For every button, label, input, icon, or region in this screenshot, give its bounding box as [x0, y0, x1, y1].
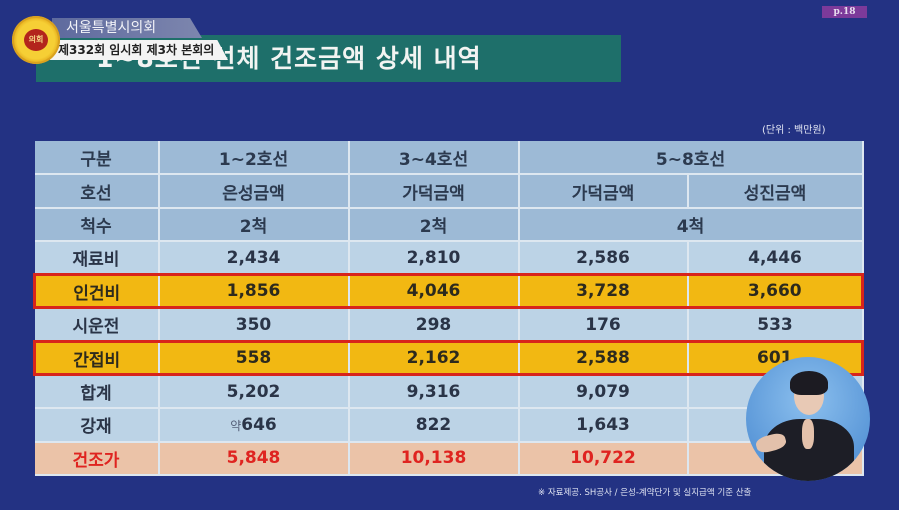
value-cell: 1,856	[158, 273, 350, 310]
broadcast-overlay: 서울특별시의회 제332회 임시회 제3차 본회의 의회	[12, 14, 272, 66]
value-cell: 1,643	[518, 408, 689, 443]
group-header: 3~4호선	[348, 141, 520, 176]
value-cell: 10,722	[518, 441, 689, 476]
row-label: 강재	[34, 408, 160, 443]
table-row: 강재 약646 822 1,643	[34, 408, 864, 443]
value-cell: 5,848	[158, 441, 350, 476]
value-cell: 4,046	[348, 273, 520, 310]
header-row-count: 척수 2척 2척 4척	[34, 207, 864, 243]
council-emblem-icon: 의회	[12, 16, 60, 64]
row-label: 재료비	[34, 241, 160, 276]
interpreter-hair	[790, 371, 828, 395]
group-header: 1~2호선	[158, 141, 350, 176]
table-row: 합계 5,202 9,316 9,079 9	[34, 374, 864, 410]
value-cell: 3,660	[687, 273, 864, 310]
value-cell: 2,588	[518, 339, 689, 377]
sign-language-interpreter-overlay	[746, 357, 870, 481]
value-cell: 2,162	[348, 339, 520, 377]
table-row: 재료비 2,434 2,810 2,586 4,446	[34, 241, 864, 276]
value-cell: 298	[348, 307, 520, 343]
table-row-highlighted: 간접비 558 2,162 2,588 601	[33, 339, 864, 377]
header-label: 척수	[34, 207, 160, 243]
table-row-total: 건조가 5,848 10,138 10,722 9	[34, 441, 864, 476]
value-cell: 822	[348, 408, 520, 443]
value-cell: 2,810	[348, 241, 520, 276]
col-header: 가덕금액	[518, 174, 689, 209]
value-cell: 5,202	[158, 374, 350, 410]
value-cell: 533	[687, 307, 864, 343]
interpreter-hand	[802, 419, 814, 449]
value-cell: 약646	[158, 408, 350, 443]
count-cell: 4척	[518, 207, 864, 243]
col-header: 성진금액	[687, 174, 864, 209]
value-cell: 9,316	[348, 374, 520, 410]
org-name: 서울특별시의회	[52, 18, 202, 38]
row-label: 간접비	[33, 339, 160, 377]
title-text: 선체 건조금액 상세 내역	[212, 44, 482, 73]
col-header: 은성금액	[158, 174, 350, 209]
session-name: 제332회 임시회 제3차 본회의	[50, 40, 228, 60]
cost-table: 구분 1~2호선 3~4호선 5~8호선 호선 은성금액 가덕금액 가덕금액 성…	[33, 141, 864, 476]
value-cell: 3,728	[518, 273, 689, 310]
value-text: 646	[241, 414, 277, 435]
row-label: 인건비	[33, 273, 160, 310]
row-label: 시운전	[34, 307, 160, 343]
value-cell: 558	[158, 339, 350, 377]
count-cell: 2척	[158, 207, 350, 243]
row-label: 건조가	[34, 441, 160, 476]
value-cell: 176	[518, 307, 689, 343]
header-label: 호선	[34, 174, 160, 209]
unit-label: (단위 : 백만원)	[762, 125, 826, 136]
header-label: 구분	[34, 141, 160, 176]
header-row-ship: 호선 은성금액 가덕금액 가덕금액 성진금액	[34, 174, 864, 209]
col-header: 가덕금액	[348, 174, 520, 209]
table-row-highlighted: 인건비 1,856 4,046 3,728 3,660	[33, 273, 864, 310]
group-header: 5~8호선	[518, 141, 864, 176]
table-row: 시운전 350 298 176 533	[34, 307, 864, 343]
emblem-label: 의회	[24, 29, 48, 51]
value-cell: 350	[158, 307, 350, 343]
page-number: p.18	[822, 6, 867, 18]
approx-prefix: 약	[230, 418, 242, 433]
source-footnote: ※ 자료제공. SH공사 / 은성-계약단가 및 실지급액 기준 산출	[538, 488, 752, 498]
value-cell: 2,586	[518, 241, 689, 276]
row-label: 합계	[34, 374, 160, 410]
value-cell: 10,138	[348, 441, 520, 476]
count-cell: 2척	[348, 207, 520, 243]
value-cell: 9,079	[518, 374, 689, 410]
value-cell: 2,434	[158, 241, 350, 276]
header-row-category: 구분 1~2호선 3~4호선 5~8호선	[34, 141, 864, 176]
value-cell: 4,446	[687, 241, 864, 276]
